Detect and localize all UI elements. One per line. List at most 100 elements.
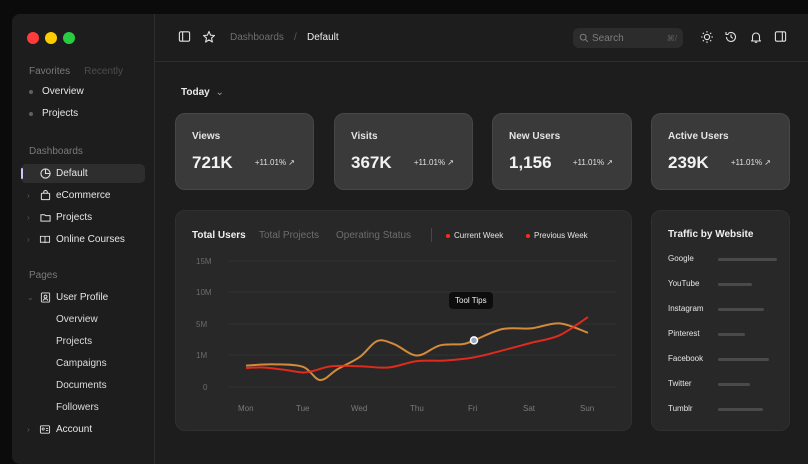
x-tick-label: Thu [410, 404, 424, 413]
traffic-bar [718, 333, 745, 336]
series-line-previous-week [245, 322, 589, 382]
chevron-right-icon: › [27, 191, 30, 200]
legend-current-week: Current Week [446, 231, 503, 240]
sidebar-item-label: User Profile [56, 292, 109, 303]
sidebar-item-online-courses[interactable]: › Online Courses [21, 230, 145, 249]
x-tick-label: Tue [296, 404, 310, 413]
panel-right-icon[interactable] [774, 30, 788, 44]
stat-label: Visits [351, 131, 378, 142]
section-dashboards-title: Dashboards [29, 146, 83, 157]
topbar: Dashboards / Default Search ⌘/ [155, 14, 808, 62]
sidebar-item-label: Account [56, 424, 93, 435]
shopping-bag-icon [39, 190, 51, 202]
stat-card-visits[interactable]: Visits 367K +11.01% ↗ [334, 113, 473, 190]
legend-dot [526, 233, 530, 238]
y-tick-label: 0 [203, 383, 208, 392]
chevron-right-icon: › [27, 235, 30, 244]
stat-change-text: +11.01% [730, 158, 763, 167]
line-chart [228, 260, 616, 388]
sidebar-tabs: Favorites Recently [29, 66, 123, 77]
stat-change: +11.01% ↗ [573, 158, 613, 167]
stat-value: 721K [192, 153, 233, 172]
maximize-window-button[interactable] [63, 32, 75, 44]
stat-value: 1,156 [509, 153, 552, 172]
sidebar-subitem-followers[interactable]: Followers [56, 402, 99, 413]
user-profile-icon [39, 292, 51, 304]
sidebar-subitem-overview[interactable]: Overview [56, 314, 98, 325]
sidebar-item-account[interactable]: › Account [21, 420, 145, 439]
breadcrumb-default[interactable]: Default [307, 32, 339, 43]
star-icon[interactable] [202, 30, 216, 44]
search-input[interactable]: Search ⌘/ [573, 28, 683, 48]
tab-operating-status[interactable]: Operating Status [336, 230, 412, 241]
stat-card-views[interactable]: Views 721K +11.01% ↗ [175, 113, 314, 190]
stat-value: 367K [351, 153, 392, 172]
sidebar-item-default[interactable]: Default [21, 164, 145, 183]
favorite-label: Projects [42, 108, 79, 119]
legend-label: Current Week [454, 231, 504, 240]
sidebar-subitem-documents[interactable]: Documents [56, 380, 107, 391]
traffic-site-label: Google [668, 254, 694, 263]
y-tick-label: 5M [196, 320, 208, 329]
x-tick-label: Wed [351, 404, 368, 413]
x-tick-label: Sat [523, 404, 536, 413]
traffic-bar [718, 383, 750, 386]
tab-favorites[interactable]: Favorites [29, 66, 71, 77]
active-indicator [21, 168, 23, 179]
tab-recently[interactable]: Recently [84, 66, 124, 77]
chevron-down-icon: ⌄ [27, 293, 34, 302]
stat-change: +11.01% ↗ [414, 158, 454, 167]
pie-chart-icon [39, 168, 51, 180]
chevron-right-icon: › [27, 425, 30, 434]
chevron-down-icon: ⌄ [215, 87, 224, 98]
sidebar-item-label: Online Courses [56, 234, 125, 245]
sidebar-subitem-campaigns[interactable]: Campaigns [56, 358, 107, 369]
traffic-site-label: Tumblr [668, 404, 693, 413]
trend-up-icon: ↗ [288, 158, 295, 167]
date-range-dropdown[interactable]: Today ⌄ [181, 87, 224, 98]
sidebar-item-ecommerce[interactable]: › eCommerce [21, 186, 145, 205]
stat-card-new-users[interactable]: New Users 1,156 +11.01% ↗ [492, 113, 632, 190]
folder-icon [39, 212, 51, 224]
sidebar-subitem-projects[interactable]: Projects [56, 336, 93, 347]
sidebar-item-label: Default [56, 168, 88, 179]
trend-up-icon: ↗ [764, 158, 771, 167]
stat-card-active-users[interactable]: Active Users 239K +11.01% ↗ [651, 113, 790, 190]
minimize-window-button[interactable] [45, 32, 57, 44]
main-content: Today ⌄ Views 721K +11.01% ↗ Visits 367K… [155, 63, 808, 464]
close-window-button[interactable] [27, 32, 39, 44]
sun-icon[interactable] [700, 30, 714, 44]
section-pages-title: Pages [29, 270, 58, 281]
sidebar-toggle-icon[interactable] [178, 30, 192, 44]
breadcrumb-dashboards[interactable]: Dashboards [230, 32, 284, 43]
stat-change-text: +11.01% [254, 158, 287, 167]
sidebar-item-projects[interactable]: › Projects [21, 208, 145, 227]
traffic-site-label: Pinterest [668, 329, 700, 338]
favorite-item-projects[interactable]: Projects [21, 104, 145, 123]
trend-up-icon: ↗ [447, 158, 454, 167]
traffic-site-label: Instagram [668, 304, 704, 313]
sidebar-item-label: Projects [56, 212, 93, 223]
sidebar: Favorites Recently Overview Projects Dash… [12, 14, 155, 464]
favorite-item-overview[interactable]: Overview [21, 82, 145, 101]
tooltip-point-marker[interactable] [469, 336, 479, 345]
traffic-by-website-panel: Traffic by Website Google YouTube Instagra… [651, 210, 790, 431]
tab-total-projects[interactable]: Total Projects [259, 230, 320, 241]
series-line-current-week [245, 316, 589, 374]
bullet-icon [29, 111, 33, 116]
traffic-bar [718, 283, 752, 286]
bullet-icon [29, 89, 33, 94]
app-window: Favorites Recently Overview Projects Dash… [12, 14, 808, 464]
legend-dot [446, 233, 450, 238]
favorite-label: Overview [42, 86, 84, 97]
sidebar-item-label: eCommerce [56, 190, 111, 201]
legend-previous-week: Previous Week [526, 231, 588, 240]
users-chart-panel: Total Users Total Projects Operating Sta… [175, 210, 632, 431]
book-icon [39, 234, 51, 246]
x-tick-label: Fri [468, 404, 478, 413]
tab-total-users[interactable]: Total Users [192, 230, 246, 241]
breadcrumb-separator: / [294, 32, 297, 43]
bell-icon[interactable] [749, 30, 763, 44]
history-icon[interactable] [724, 30, 738, 44]
sidebar-item-user-profile[interactable]: ⌄ User Profile [21, 288, 145, 307]
